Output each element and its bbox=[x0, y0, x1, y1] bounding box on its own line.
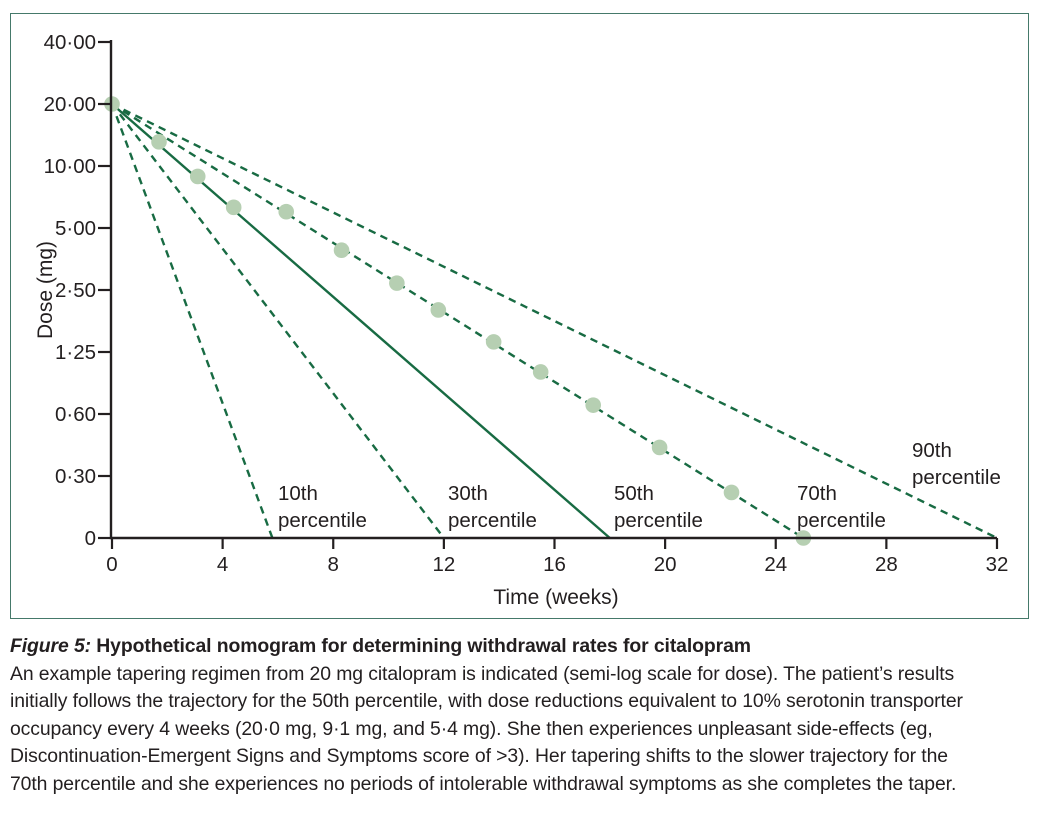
series-label-90th-line2: percentile bbox=[912, 466, 1001, 489]
x-axis-title: Time (weeks) bbox=[493, 586, 618, 609]
percentile-line-30th bbox=[111, 103, 445, 539]
patient-dose-dot-week-15.5 bbox=[532, 364, 549, 380]
x-tick-label: 24 bbox=[764, 553, 787, 576]
y-tick-label: 0·60 bbox=[55, 403, 96, 426]
caption-line: occupancy every 4 weeks (20·0 mg, 9·1 mg… bbox=[10, 717, 933, 740]
y-tick-label: 20·00 bbox=[44, 93, 96, 116]
nomogram-chart: 10th percentile 30th percentile 50th percenti… bbox=[34, 31, 1009, 609]
percentile-line-10th bbox=[110, 103, 274, 539]
series-label-70th: 70th bbox=[797, 482, 837, 505]
patient-dose-dot-week-11.8 bbox=[430, 302, 447, 318]
patient-dose-dot-week-6.3 bbox=[278, 203, 295, 220]
figure-5-nomogram: 10th percentile 30th percentile 50th percenti… bbox=[10, 13, 1029, 619]
x-tick-label: 28 bbox=[875, 553, 898, 576]
y-tick-label: 2·50 bbox=[55, 279, 96, 302]
y-tick-label: 5·00 bbox=[55, 217, 96, 240]
y-tick-label: 0·30 bbox=[55, 465, 96, 488]
patient-dose-dot-week-22.4 bbox=[723, 484, 740, 501]
patient-dose-dot-week-10.3 bbox=[389, 275, 405, 291]
percentile-line-50th bbox=[111, 103, 611, 539]
x-tick-label: 0 bbox=[106, 553, 117, 576]
patient-dose-dot-week-13.8 bbox=[485, 334, 502, 350]
caption-line: initially follows the trajectory for the… bbox=[10, 690, 963, 713]
y-tick-label: 1·25 bbox=[55, 341, 96, 364]
patient-dose-dot-week-17.4 bbox=[585, 397, 602, 413]
figure-caption-body: An example tapering regimen from 20 mg c… bbox=[10, 661, 1050, 799]
series-label-30th-line2: percentile bbox=[448, 509, 537, 532]
figure-title-text: Hypothetical nomogram for determining wi… bbox=[90, 635, 751, 657]
patient-dose-dot-week-1.7 bbox=[151, 134, 167, 150]
series-label-30th: 30th bbox=[448, 482, 488, 505]
caption-line: An example tapering regimen from 20 mg c… bbox=[10, 662, 955, 685]
patient-dose-dot-week-8.3 bbox=[333, 242, 350, 259]
x-tick-label: 8 bbox=[328, 553, 339, 576]
series-label-10th: 10th bbox=[278, 482, 318, 505]
x-tick-label: 32 bbox=[986, 553, 1009, 576]
y-tick-label: 40·00 bbox=[44, 31, 96, 54]
percentile-line-90th bbox=[111, 102, 998, 540]
series-label-50th-line2: percentile bbox=[614, 509, 703, 532]
y-tick-label: 0 bbox=[85, 527, 96, 550]
x-tick-label: 4 bbox=[217, 553, 228, 576]
y-tick-label: 10·00 bbox=[44, 155, 96, 178]
caption-line: Discontinuation-Emergent Signs and Sympt… bbox=[10, 745, 948, 768]
x-tick-label: 20 bbox=[654, 553, 677, 576]
percentile-line-70th bbox=[111, 102, 805, 540]
x-tick-label: 12 bbox=[432, 553, 455, 576]
figure-caption: Figure 5: Hypothetical nomogram for dete… bbox=[10, 633, 1050, 799]
y-axis-title: Dose (mg) bbox=[34, 241, 57, 339]
series-label-50th: 50th bbox=[614, 482, 654, 505]
x-tick-label: 16 bbox=[543, 553, 566, 576]
figure-number-label: Figure 5: bbox=[10, 635, 91, 657]
patient-dose-dot-week-19.8 bbox=[651, 439, 668, 456]
series-label-10th-line2: percentile bbox=[278, 509, 367, 532]
chart-panel bbox=[10, 13, 1029, 619]
caption-line: 70th percentile and she experiences no p… bbox=[10, 772, 957, 795]
patient-dose-dot-week-4.4 bbox=[225, 199, 242, 216]
patient-dose-dot-week-3.1 bbox=[189, 168, 206, 185]
series-label-90th: 90th bbox=[912, 439, 952, 462]
series-label-70th-line2: percentile bbox=[797, 509, 886, 532]
figure-title: Figure 5: Hypothetical nomogram for dete… bbox=[10, 633, 1050, 661]
